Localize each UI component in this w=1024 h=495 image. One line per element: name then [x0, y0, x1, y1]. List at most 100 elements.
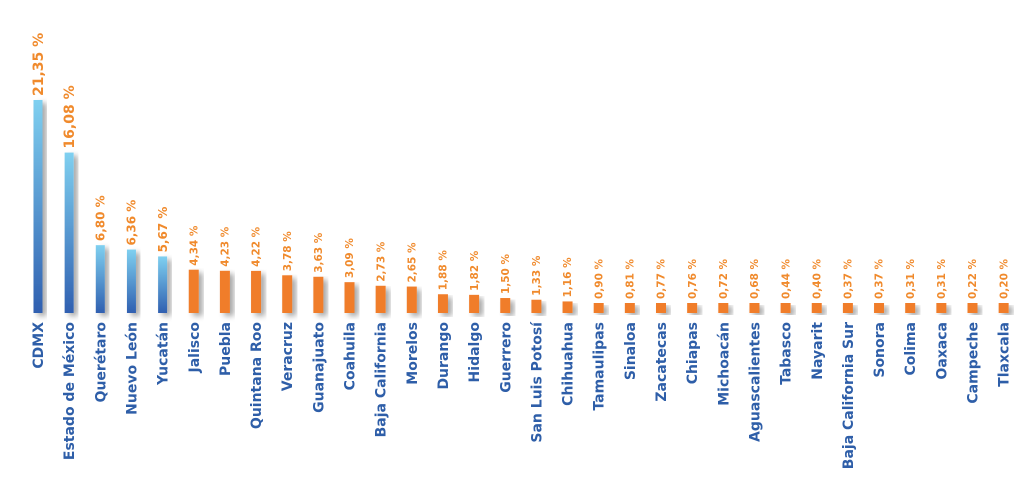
value-label-29: 0,31 % — [936, 258, 948, 299]
bar-14 — [469, 294, 480, 313]
value-label-4: 5,67 % — [156, 207, 170, 253]
value-label-24: 0,44 % — [780, 258, 792, 299]
bar-12 — [406, 286, 417, 313]
value-label-0: 21,35 % — [31, 33, 47, 96]
category-label-17: Chihuahua — [561, 322, 577, 406]
bar-10 — [344, 282, 355, 313]
category-label-11: Baja California — [374, 322, 390, 437]
value-label-10: 3,09 % — [344, 238, 356, 279]
value-label-15: 1,50 % — [500, 253, 512, 294]
value-label-14: 1,82 % — [469, 250, 481, 291]
category-label-24: Tabasco — [779, 322, 795, 385]
bar-26 — [842, 303, 853, 313]
bar-2 — [95, 245, 105, 313]
bar-3 — [126, 249, 136, 313]
value-label-11: 2,73 % — [375, 241, 387, 282]
category-label-23: Aguascalientes — [747, 322, 763, 442]
bar-31 — [998, 303, 1009, 313]
category-label-19: Sinaloa — [623, 322, 639, 380]
category-label-18: Tamaulipas — [592, 322, 608, 411]
bar-24 — [780, 303, 791, 313]
bar-13 — [437, 294, 448, 313]
value-label-30: 0,22 % — [967, 258, 979, 299]
category-label-29: Oaxaca — [934, 322, 950, 380]
value-labels-group: 21,35 % 16,08 % 6,80 % 6,36 % 5,67 % 4,34 % 4,… — [31, 33, 1010, 299]
value-label-9: 3,63 % — [313, 232, 325, 273]
value-label-6: 4,23 % — [220, 226, 232, 267]
category-label-16: San Luis Potosí — [529, 321, 545, 443]
bar-18 — [593, 303, 604, 313]
bar-29 — [936, 303, 947, 313]
category-label-6: Puebla — [218, 322, 234, 376]
bar-4 — [158, 256, 168, 313]
bar-8 — [282, 275, 293, 313]
value-label-2: 6,80 % — [94, 195, 108, 241]
value-label-16: 1,33 % — [531, 255, 543, 296]
bar-5 — [188, 269, 199, 313]
bar-0 — [33, 100, 43, 313]
value-label-19: 0,81 % — [625, 258, 637, 299]
bar-22 — [718, 303, 729, 313]
bar-20 — [656, 303, 666, 313]
bar-16 — [531, 299, 542, 313]
value-label-13: 1,88 % — [438, 250, 450, 291]
bar-21 — [687, 303, 698, 313]
value-label-20: 0,77 % — [656, 258, 668, 299]
category-label-25: Nayarit — [810, 322, 826, 380]
value-label-17: 1,16 % — [562, 257, 574, 298]
value-label-23: 0,68 % — [749, 258, 761, 299]
category-label-3: Nuevo León — [124, 322, 140, 415]
bar-7 — [251, 270, 262, 313]
category-label-26: Baja California Sur — [841, 322, 857, 469]
value-label-22: 0,72 % — [718, 258, 730, 299]
category-labels-group: CDMX Estado de México Querétaro Nuevo León Y… — [31, 321, 1013, 469]
category-label-30: Campeche — [966, 322, 982, 404]
category-label-28: Colima — [903, 322, 919, 376]
bar-25 — [811, 303, 822, 313]
category-label-9: Guanajuato — [311, 322, 327, 413]
bar-9 — [313, 276, 324, 313]
bar-27 — [874, 303, 885, 313]
bar-17 — [562, 301, 573, 313]
bar-30 — [967, 303, 978, 313]
category-label-1: Estado de México — [62, 322, 78, 460]
category-label-2: Querétaro — [93, 322, 109, 403]
category-label-4: Yucatán — [156, 322, 172, 386]
value-label-1: 16,08 % — [62, 85, 78, 148]
value-label-3: 6,36 % — [125, 200, 139, 246]
category-label-27: Sonora — [872, 322, 888, 378]
value-label-26: 0,37 % — [843, 258, 855, 299]
category-label-15: Guerrero — [498, 322, 514, 393]
value-label-25: 0,40 % — [811, 258, 823, 299]
value-label-7: 4,22 % — [251, 226, 263, 267]
bar-6 — [219, 270, 230, 313]
value-label-31: 0,20 % — [998, 258, 1010, 299]
category-label-5: Jalisco — [187, 322, 203, 374]
bar-15 — [500, 298, 511, 313]
value-label-5: 4,34 % — [188, 225, 200, 266]
value-label-21: 0,76 % — [687, 258, 699, 299]
bars-group — [33, 100, 1009, 313]
category-label-14: Hidalgo — [467, 322, 483, 383]
value-label-8: 3,78 % — [282, 231, 294, 272]
bar-19 — [624, 303, 635, 313]
category-label-22: Michoacán — [716, 322, 732, 406]
bar-23 — [749, 303, 760, 313]
value-label-12: 2,65 % — [406, 242, 418, 283]
bar-11 — [375, 285, 386, 313]
category-label-7: Quintana Roo — [249, 322, 265, 429]
category-label-10: Coahuila — [343, 322, 359, 390]
category-label-8: Veracruz — [280, 322, 296, 391]
category-label-31: Tlaxcala — [997, 322, 1013, 387]
category-label-21: Chiapas — [685, 322, 701, 384]
category-label-20: Zacatecas — [654, 322, 670, 402]
value-label-27: 0,37 % — [874, 258, 886, 299]
value-label-18: 0,90 % — [593, 258, 605, 299]
value-label-28: 0,31 % — [905, 258, 917, 299]
category-label-12: Morelos — [405, 322, 421, 385]
category-label-13: Durango — [436, 322, 452, 390]
bar-1 — [64, 152, 74, 313]
bar-28 — [905, 303, 916, 313]
category-label-0: CDMX — [31, 322, 47, 369]
